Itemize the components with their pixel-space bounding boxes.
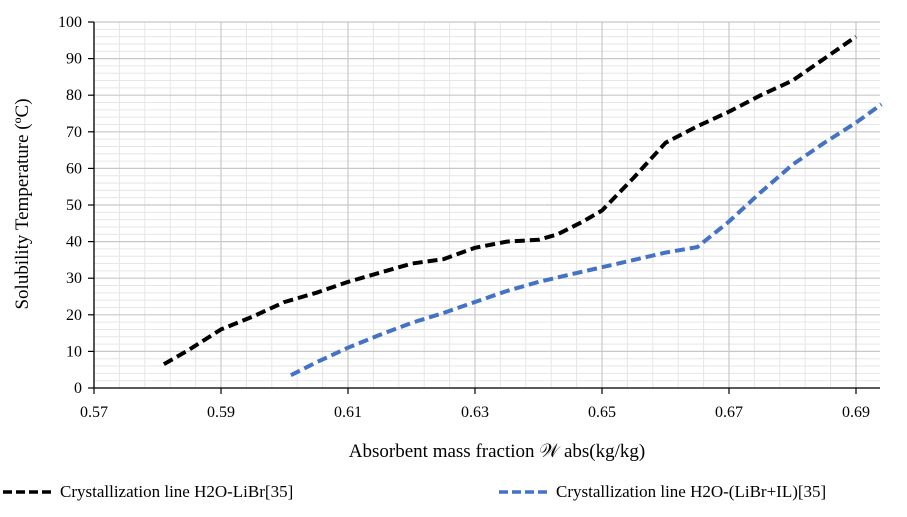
y-tick-label: 40 — [66, 234, 82, 251]
y-tick-label: 20 — [66, 307, 82, 324]
y-tick-label: 90 — [66, 51, 82, 68]
series-lines — [162, 34, 883, 377]
x-axis-title: Absorbent mass fraction 𝒲 abs(kg/kg) — [349, 441, 645, 462]
y-tick-label: 0 — [74, 380, 82, 397]
y-tick-label: 70 — [66, 124, 82, 141]
legend-label-h2o-libr: Crystallization line H2O-LiBr[35] — [60, 482, 294, 501]
legend-item-h2o-libr-il: Crystallization line H2O-(LiBr+IL)[35] — [498, 482, 826, 502]
x-tick-label: 0.69 — [842, 404, 870, 421]
y-tick-label: 60 — [66, 160, 82, 177]
series-line-0 — [162, 34, 858, 366]
legend-item-h2o-libr: Crystallization line H2O-LiBr[35] — [2, 482, 293, 502]
series-line-1 — [289, 102, 883, 377]
y-tick-label: 50 — [66, 197, 82, 214]
x-tick-label: 0.67 — [715, 404, 743, 421]
x-tick-label: 0.59 — [207, 404, 235, 421]
x-tick-label: 0.57 — [80, 404, 108, 421]
legend-swatch-h2o-libr — [3, 490, 51, 494]
x-tick-label: 0.65 — [588, 404, 616, 421]
major-gridlines — [93, 21, 880, 389]
y-tick-label: 10 — [66, 343, 82, 360]
axes — [88, 21, 880, 394]
legend-swatch-h2o-libr-il — [499, 490, 547, 494]
y-tick-labels: 0 10 20 30 40 50 60 70 80 90 100 — [58, 14, 82, 397]
y-axis-title: Solubility Temperature (ºC) — [12, 98, 33, 309]
x-tick-labels: 0.57 0.59 0.61 0.63 0.65 0.67 0.69 — [80, 404, 870, 421]
y-tick-label: 80 — [66, 87, 82, 104]
x-tick-label: 0.61 — [334, 404, 362, 421]
legend-label-h2o-libr-il: Crystallization line H2O-(LiBr+IL)[35] — [556, 482, 827, 501]
y-tick-label: 100 — [58, 14, 82, 31]
x-tick-label: 0.63 — [461, 404, 489, 421]
minor-gridlines — [94, 22, 880, 388]
y-tick-label: 30 — [66, 270, 82, 287]
